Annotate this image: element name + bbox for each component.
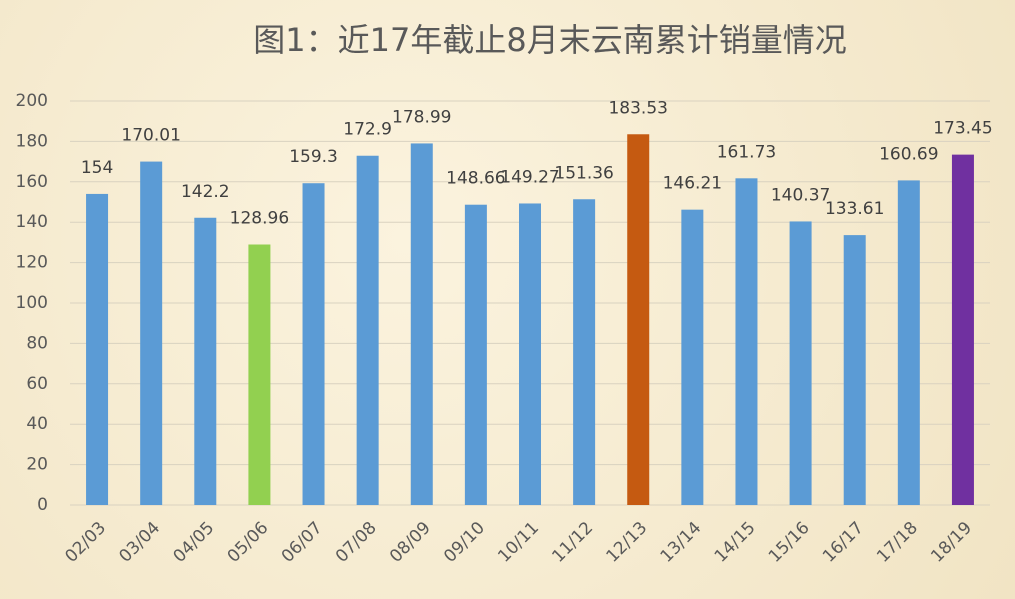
data-label: 172.9	[343, 120, 392, 140]
bar	[681, 209, 704, 505]
y-tick-label: 100	[16, 293, 48, 313]
x-tick-label: 07/08	[332, 518, 381, 567]
y-tick-label: 200	[16, 91, 48, 111]
y-tick-label: 20	[26, 455, 48, 475]
x-tick-label: 03/04	[115, 518, 164, 567]
data-label: 140.37	[771, 185, 830, 205]
data-label: 128.96	[230, 209, 289, 229]
x-tick-label: 05/06	[224, 518, 273, 567]
x-tick-label: 11/12	[548, 518, 597, 567]
x-tick-label: 04/05	[170, 518, 219, 567]
y-tick-label: 60	[26, 374, 48, 394]
y-tick-label: 180	[16, 131, 48, 151]
bar	[843, 235, 866, 506]
bar	[86, 193, 109, 506]
data-label: 146.21	[663, 174, 722, 194]
data-label: 148.66	[446, 169, 505, 189]
data-label: 142.2	[181, 182, 230, 202]
y-tick-label: 140	[16, 212, 48, 232]
bar	[194, 217, 217, 506]
x-tick-label: 02/03	[61, 518, 110, 567]
bar	[573, 199, 596, 505]
data-label: 149.27	[500, 167, 559, 187]
bar	[302, 183, 325, 506]
y-tick-label: 80	[26, 333, 48, 353]
bar	[951, 154, 974, 506]
data-label: 160.69	[879, 144, 938, 164]
bar	[789, 221, 812, 505]
x-tick-label: 15/16	[765, 518, 814, 567]
data-label: 159.3	[289, 147, 338, 167]
x-tick-label: 09/10	[440, 518, 489, 567]
data-label: 154	[81, 158, 113, 178]
data-label: 178.99	[392, 107, 451, 127]
x-tick-label: 06/07	[278, 518, 327, 567]
bar	[356, 155, 379, 505]
bar	[464, 204, 487, 506]
data-label: 161.73	[717, 142, 776, 162]
data-label: 151.36	[554, 163, 613, 183]
x-tick-label: 13/14	[657, 518, 706, 567]
y-tick-label: 120	[16, 253, 48, 273]
x-tick-label: 17/18	[873, 518, 922, 567]
chart-title: 图1：近17年截止8月末云南累计销量情况	[253, 21, 846, 59]
x-tick-label: 08/09	[386, 518, 435, 567]
bar	[897, 180, 920, 506]
bar	[248, 244, 271, 505]
bar	[519, 203, 541, 505]
bar	[140, 161, 163, 505]
data-label: 173.45	[933, 119, 992, 139]
x-tick-label: 14/15	[711, 518, 760, 567]
y-tick-label: 160	[16, 172, 48, 192]
x-tick-label: 16/17	[819, 518, 868, 567]
bar	[627, 134, 650, 505]
y-tick-label: 40	[26, 414, 48, 434]
x-tick-label: 10/11	[494, 518, 543, 567]
bar	[735, 178, 758, 505]
data-label: 133.61	[825, 199, 884, 219]
data-label: 170.01	[121, 126, 180, 146]
data-label: 183.53	[608, 98, 667, 118]
y-tick-label: 0	[37, 495, 48, 515]
x-tick-label: 18/19	[927, 518, 976, 567]
x-tick-label: 12/13	[603, 518, 652, 567]
bar	[410, 143, 433, 506]
